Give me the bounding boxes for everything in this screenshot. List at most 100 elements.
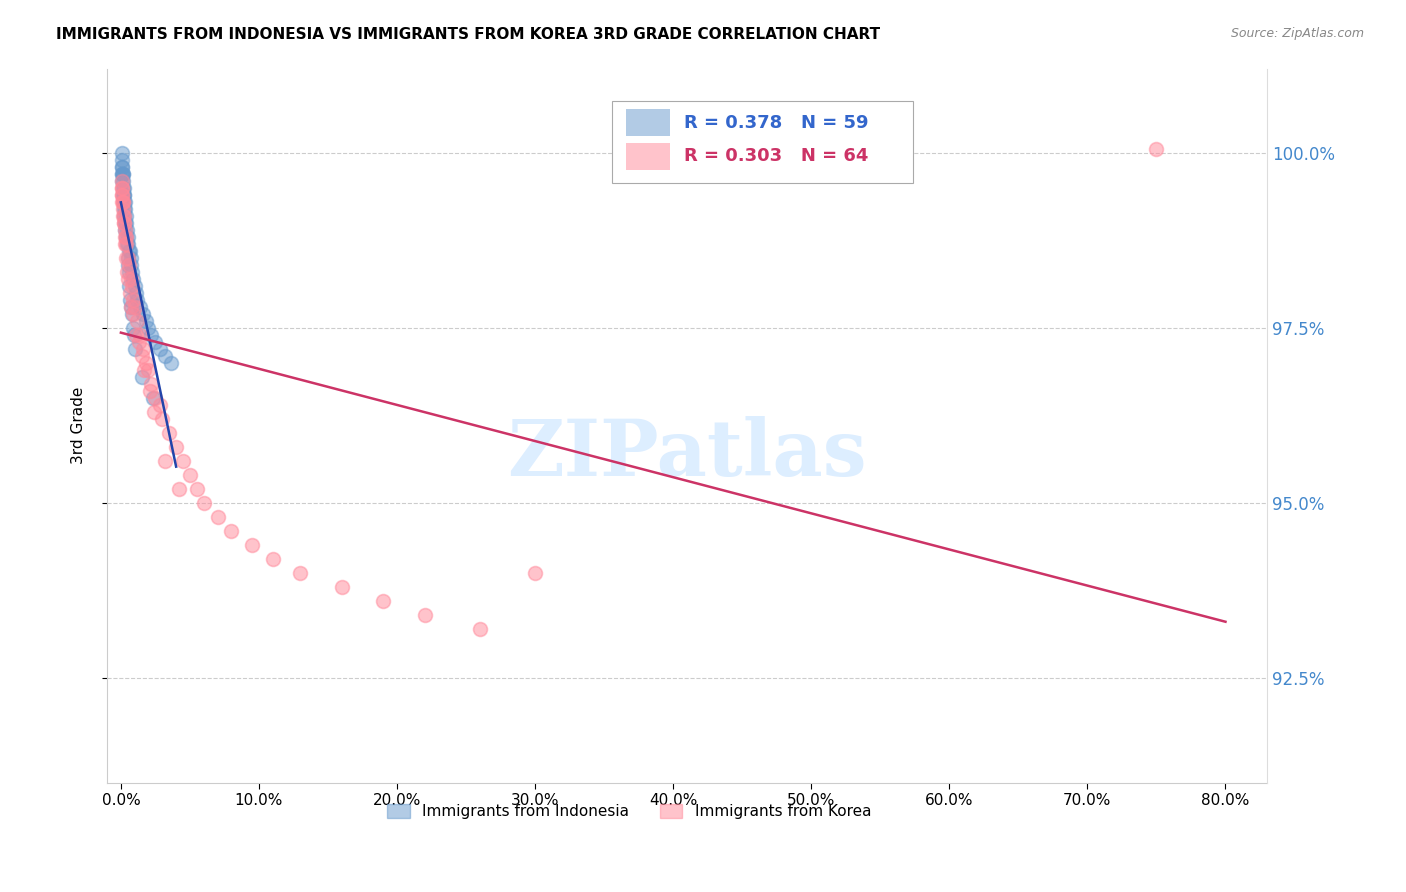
Point [110, 173, 132, 187]
Point [111, 167, 134, 181]
Point [207, 509, 229, 524]
Point [112, 180, 135, 194]
Point [114, 209, 136, 223]
Point [122, 271, 145, 285]
Point [115, 265, 138, 279]
Point [110, 145, 132, 160]
Point [122, 327, 145, 342]
Point [111, 202, 134, 216]
Point [112, 209, 135, 223]
Point [117, 251, 139, 265]
Legend: Immigrants from Indonesia, Immigrants from Korea: Immigrants from Indonesia, Immigrants fr… [381, 798, 877, 825]
Point [111, 180, 134, 194]
Point [139, 384, 162, 398]
Point [111, 194, 134, 209]
Point [131, 369, 153, 384]
Point [124, 342, 146, 356]
Point [1146, 142, 1168, 156]
Point [111, 194, 134, 209]
Point [118, 258, 141, 272]
Y-axis label: 3rd Grade: 3rd Grade [72, 387, 86, 465]
Point [112, 202, 135, 216]
Point [112, 209, 135, 223]
Point [114, 216, 136, 230]
Point [111, 153, 134, 167]
Point [115, 229, 138, 244]
Point [120, 300, 142, 314]
Point [111, 173, 134, 187]
Point [157, 425, 180, 440]
Point [186, 482, 208, 496]
Point [121, 307, 143, 321]
Point [111, 187, 134, 202]
Point [120, 293, 142, 307]
Point [117, 258, 139, 272]
Text: R = 0.303   N = 64: R = 0.303 N = 64 [683, 147, 868, 165]
Point [114, 229, 136, 244]
Point [524, 566, 547, 580]
Point [112, 187, 135, 202]
Point [111, 194, 134, 209]
Point [112, 216, 135, 230]
Text: IMMIGRANTS FROM INDONESIA VS IMMIGRANTS FROM KOREA 3RD GRADE CORRELATION CHART: IMMIGRANTS FROM INDONESIA VS IMMIGRANTS … [56, 27, 880, 42]
Point [114, 229, 136, 244]
FancyBboxPatch shape [612, 101, 912, 183]
Point [125, 327, 148, 342]
Point [112, 173, 135, 187]
Point [148, 398, 170, 412]
FancyBboxPatch shape [626, 109, 669, 136]
Point [153, 454, 176, 468]
Point [112, 187, 135, 202]
Point [121, 265, 143, 279]
Point [413, 607, 436, 622]
Point [132, 342, 155, 356]
Point [131, 349, 153, 363]
Point [221, 524, 243, 538]
Point [290, 566, 312, 580]
Point [240, 538, 263, 552]
Point [120, 300, 142, 314]
Point [142, 391, 165, 405]
Point [118, 278, 141, 293]
Point [121, 320, 143, 334]
Point [127, 314, 149, 328]
Point [118, 244, 141, 258]
Point [141, 376, 163, 391]
Point [127, 293, 149, 307]
Point [134, 363, 156, 377]
Point [117, 229, 139, 244]
Point [120, 258, 142, 272]
Point [118, 285, 141, 300]
Point [115, 251, 138, 265]
Point [128, 334, 150, 349]
Point [124, 300, 146, 314]
Point [117, 271, 139, 285]
Point [110, 160, 132, 174]
Point [129, 327, 152, 342]
Point [138, 363, 160, 377]
Point [153, 349, 176, 363]
Point [111, 160, 134, 174]
Point [262, 552, 284, 566]
Point [114, 194, 136, 209]
Point [165, 440, 187, 454]
Point [373, 594, 395, 608]
Point [114, 222, 136, 236]
Point [159, 356, 181, 370]
FancyBboxPatch shape [626, 143, 669, 170]
Point [117, 251, 139, 265]
Point [112, 187, 135, 202]
Point [193, 496, 215, 510]
Point [111, 167, 134, 181]
Point [129, 300, 152, 314]
Point [114, 222, 136, 236]
Point [118, 244, 141, 258]
Point [112, 216, 135, 230]
Point [150, 411, 173, 425]
Point [120, 251, 142, 265]
Point [115, 216, 138, 230]
Point [179, 467, 201, 482]
Point [148, 342, 170, 356]
Point [115, 236, 138, 251]
Point [111, 180, 134, 194]
